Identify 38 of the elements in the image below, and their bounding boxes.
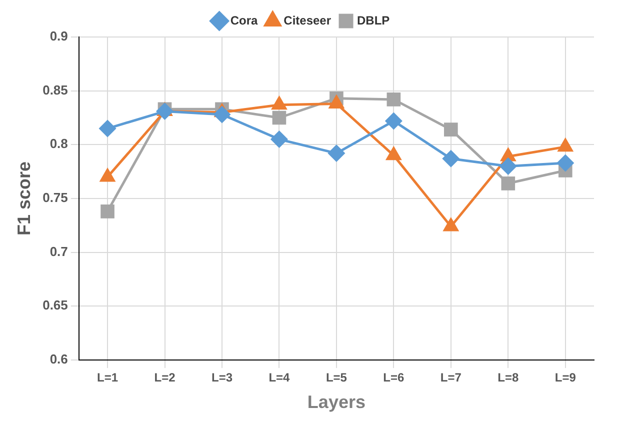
x-tick-label: L=9 <box>554 370 576 385</box>
legend-label: Cora <box>230 13 258 28</box>
y-tick-label: 0.85 <box>42 82 68 98</box>
x-tick-label: L=4 <box>268 370 290 385</box>
point <box>214 106 230 123</box>
x-tick-label: L=5 <box>326 370 348 385</box>
point <box>385 112 402 130</box>
legend-label: DBLP <box>357 13 390 28</box>
x-tick-label: L=1 <box>97 370 118 385</box>
y-tick-label: 0.65 <box>42 298 68 313</box>
y-tick-label: 0.6 <box>50 352 68 367</box>
x-tick-label: L=2 <box>154 370 176 385</box>
y-tick-label: 0.8 <box>50 136 68 152</box>
point <box>386 92 401 106</box>
y-tick-label: 0.7 <box>50 244 68 259</box>
point <box>500 158 516 174</box>
point <box>272 96 287 110</box>
point <box>444 122 458 136</box>
point <box>329 96 344 109</box>
point <box>99 120 116 137</box>
x-tick-label: L=7 <box>440 370 462 385</box>
point <box>270 131 288 148</box>
point <box>272 110 286 125</box>
x-tick-label: L=6 <box>383 370 405 385</box>
x-axis-title: Layers <box>307 392 366 412</box>
point <box>328 145 345 162</box>
point <box>442 150 460 167</box>
point <box>100 204 114 218</box>
point <box>501 176 516 190</box>
y-tick-label: 0.9 <box>50 28 68 44</box>
x-tick-label: L=8 <box>498 370 519 385</box>
y-tick-label: 0.75 <box>42 190 68 206</box>
legend-label: Citeseer <box>284 13 332 28</box>
y-axis-title: F1 score <box>14 161 34 236</box>
point <box>156 103 173 120</box>
point <box>557 154 574 172</box>
x-tick-label: L=3 <box>211 370 233 385</box>
point <box>558 138 573 152</box>
